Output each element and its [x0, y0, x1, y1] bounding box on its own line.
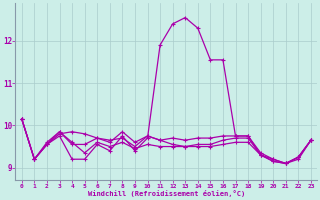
X-axis label: Windchill (Refroidissement éolien,°C): Windchill (Refroidissement éolien,°C)	[88, 190, 245, 197]
